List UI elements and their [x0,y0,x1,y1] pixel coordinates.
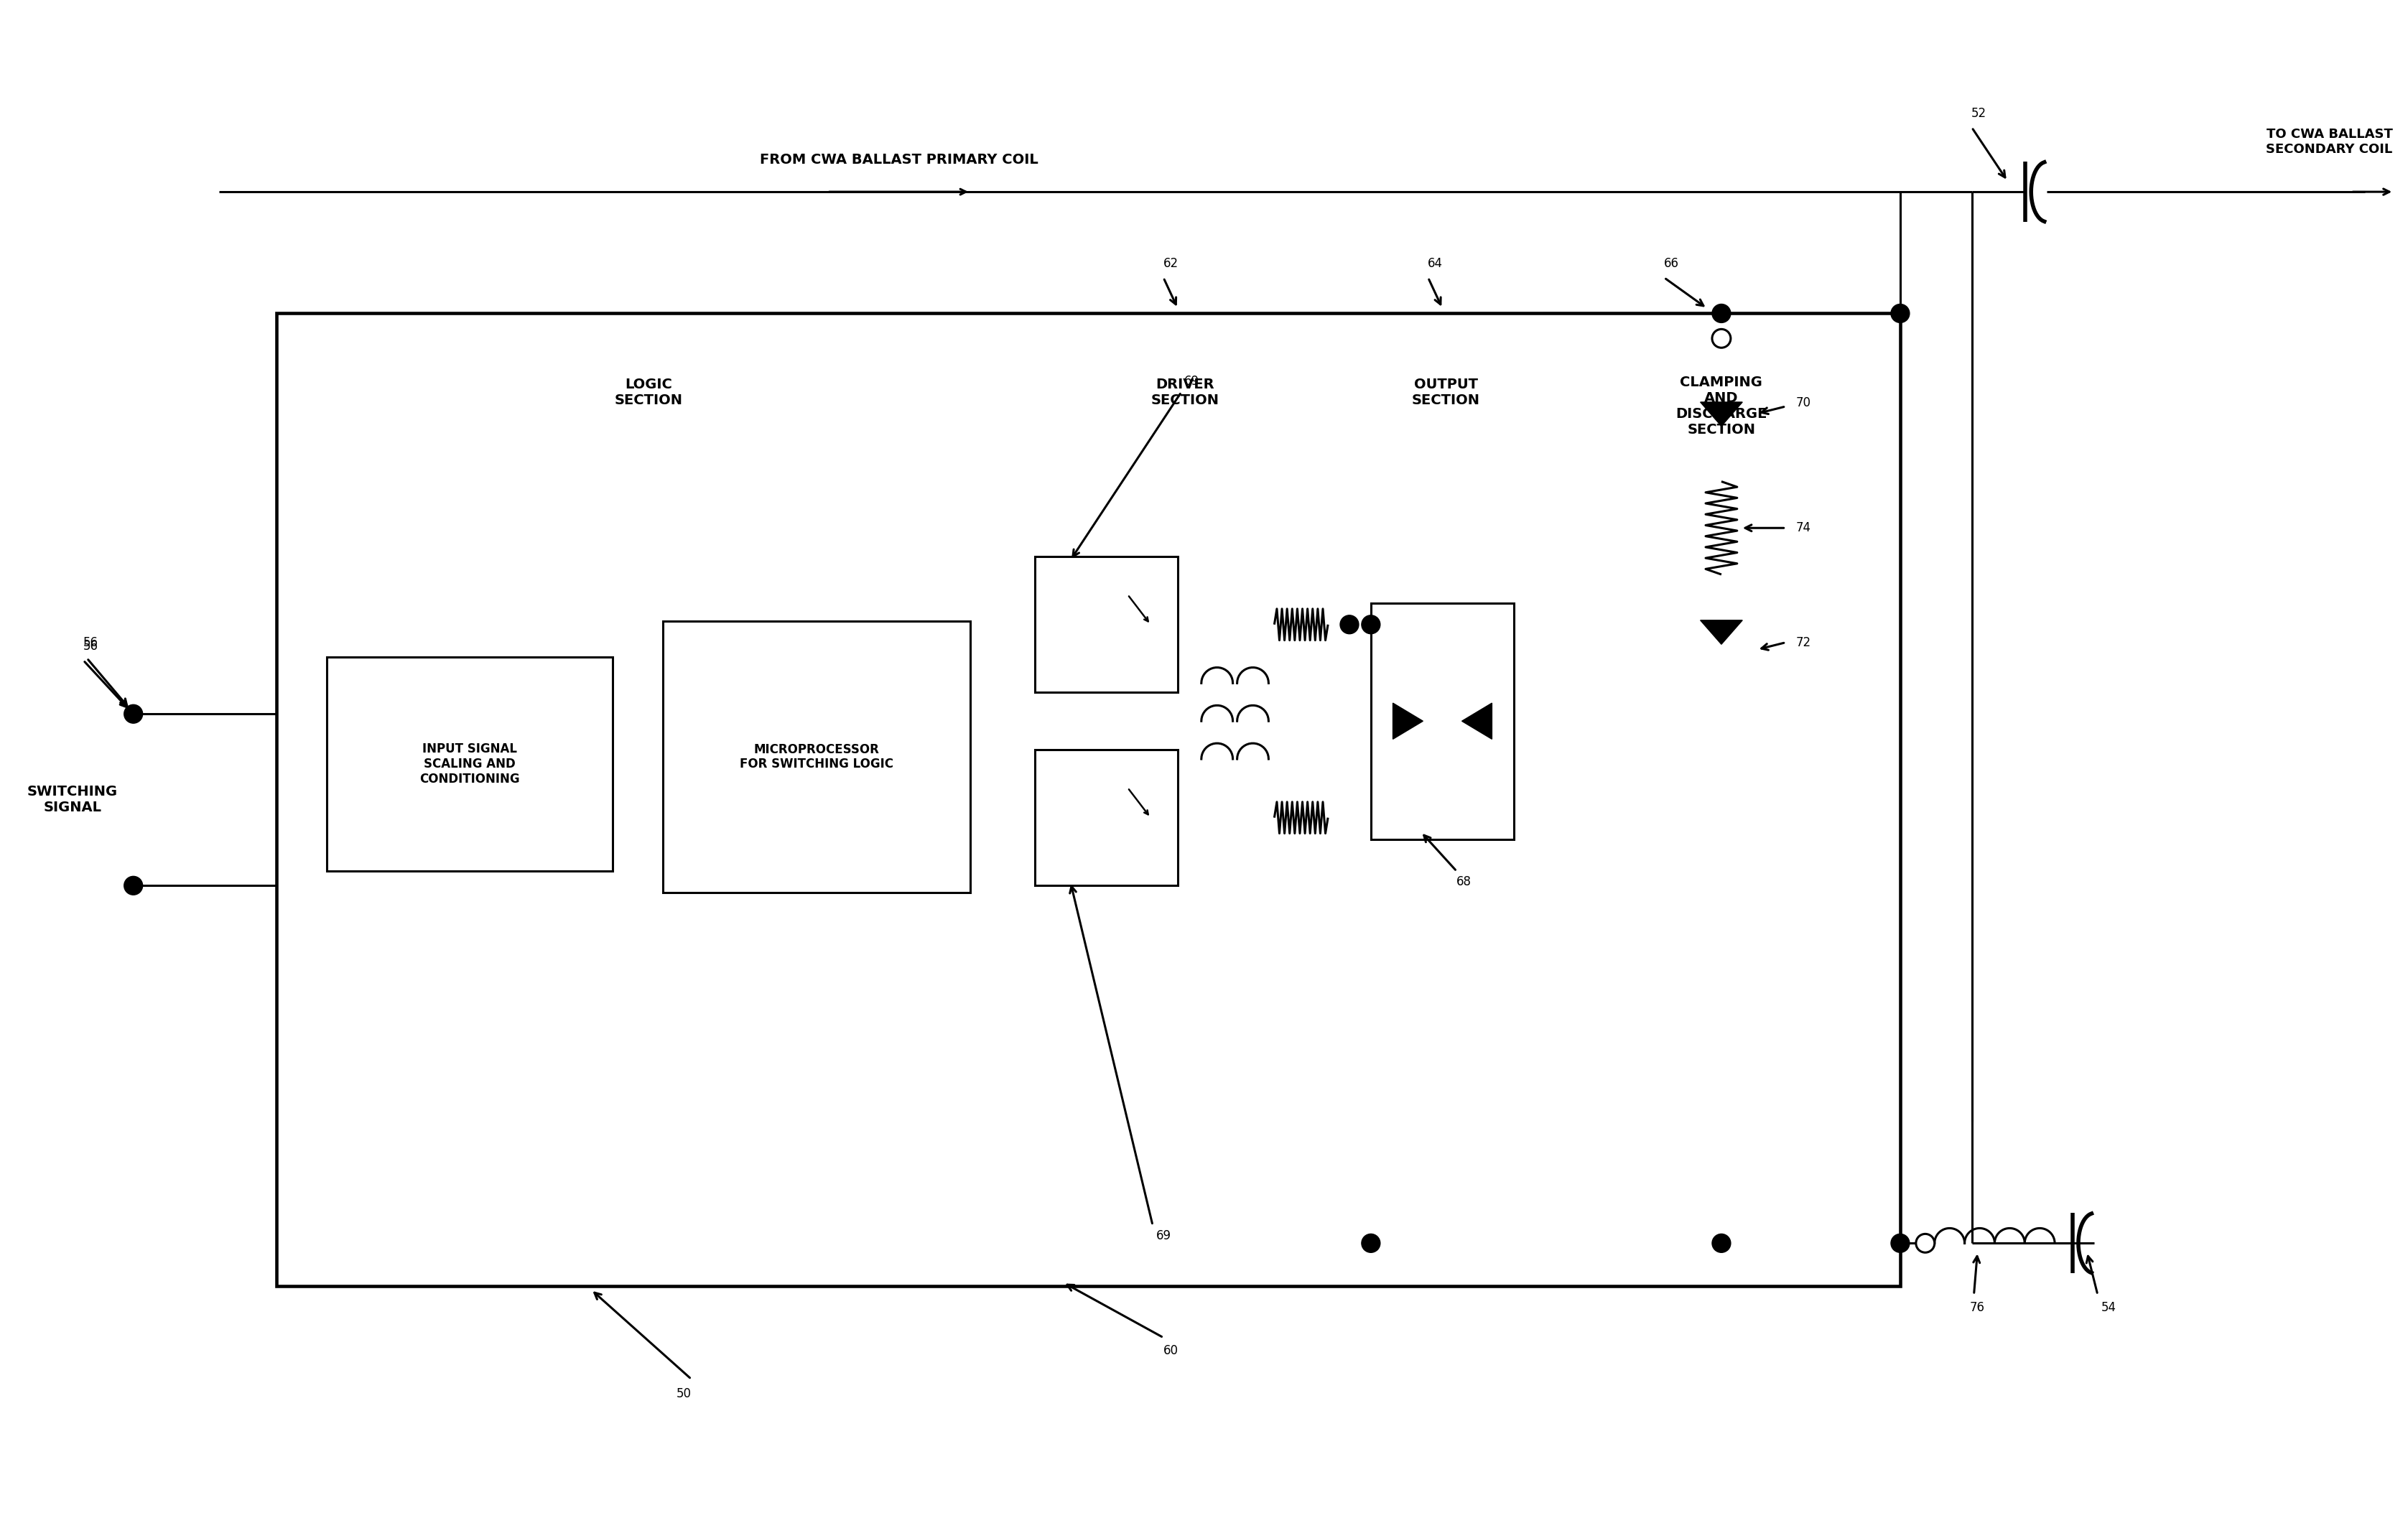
Bar [277,313,1900,1286]
Text: TO CWA BALLAST
SECONDARY COIL: TO CWA BALLAST SECONDARY COIL [2266,128,2394,156]
Text: SWITCHING
SIGNAL: SWITCHING SIGNAL [26,785,118,815]
Circle shape [1361,615,1380,635]
Circle shape [1341,615,1358,635]
Polygon shape [1392,703,1423,739]
Text: FROM CWA BALLAST PRIMARY COIL: FROM CWA BALLAST PRIMARY COIL [759,153,1038,167]
Circle shape [1361,1234,1380,1252]
Text: 74: 74 [1796,522,1811,534]
Text: OUTPUT
SECTION: OUTPUT SECTION [1411,378,1481,407]
Text: 68: 68 [1457,876,1471,888]
Circle shape [125,704,142,723]
Text: 50: 50 [677,1387,691,1400]
Text: 76: 76 [1970,1301,1984,1315]
Bar [662,621,970,893]
Circle shape [1712,329,1731,348]
Text: 64: 64 [1428,257,1442,270]
Bar [1370,603,1515,839]
Circle shape [1890,304,1910,323]
Circle shape [1712,304,1731,323]
Text: LOGIC
SECTION: LOGIC SECTION [614,378,681,407]
Polygon shape [1462,703,1493,739]
Text: 69: 69 [1185,375,1199,387]
Circle shape [125,876,142,896]
Bar [1035,750,1178,885]
Circle shape [1712,1234,1731,1252]
Text: 52: 52 [1972,106,1987,120]
Text: CLAMPING
AND
DISCHARGE
SECTION: CLAMPING AND DISCHARGE SECTION [1676,376,1767,437]
Text: 56: 56 [82,636,99,648]
Polygon shape [1700,402,1743,427]
Text: MICROPROCESSOR
FOR SWITCHING LOGIC: MICROPROCESSOR FOR SWITCHING LOGIC [739,742,893,771]
Bar [327,657,612,871]
Bar [1035,557,1178,692]
Text: 72: 72 [1796,636,1811,648]
Text: 70: 70 [1796,396,1811,410]
Text: 66: 66 [1664,257,1678,270]
Circle shape [1890,1234,1910,1252]
Text: INPUT SIGNAL
SCALING AND
CONDITIONING: INPUT SIGNAL SCALING AND CONDITIONING [419,742,520,785]
Text: DRIVER
SECTION: DRIVER SECTION [1151,378,1218,407]
Circle shape [1917,1234,1934,1252]
Text: 54: 54 [2100,1301,2117,1315]
Text: 56: 56 [82,639,99,653]
Text: 62: 62 [1163,257,1178,270]
Polygon shape [1700,621,1743,644]
Text: 60: 60 [1163,1343,1178,1357]
Text: 69: 69 [1156,1230,1170,1243]
